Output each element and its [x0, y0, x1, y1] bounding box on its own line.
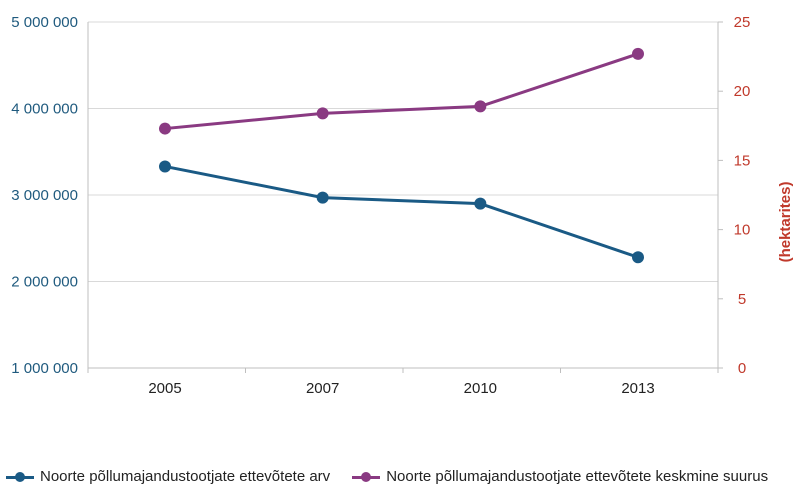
legend-label-series-2: Noorte põllumajandustootjate ettevõtete …	[386, 468, 769, 485]
right-tick-label-5: 25	[734, 14, 751, 31]
series-1-point-1	[316, 191, 329, 204]
series-lines	[164, 52, 639, 259]
x-tick-label-0: 2005	[148, 380, 181, 397]
right-axis-ticks: 0 5 10 15 20 25	[734, 14, 751, 377]
right-tick-label-0: 0	[738, 360, 746, 377]
chart: 1 000 000 2 000 000 3 000 000 4 000 000 5 00…	[11, 14, 794, 397]
legend-swatch-series-1	[6, 470, 34, 484]
legend: Noorte põllumajandustootjate ettevõtete …	[6, 468, 796, 485]
right-tick-label-4: 20	[734, 83, 751, 100]
right-axis-label: (hektarites)	[777, 182, 794, 263]
right-tick-label-1: 5	[738, 291, 746, 308]
x-tick-label-2: 2010	[464, 380, 497, 397]
series-2-point-1	[316, 107, 329, 120]
right-tick-label-2: 10	[734, 222, 751, 239]
series-1-point-0	[159, 160, 171, 173]
series-2-point-2	[474, 100, 487, 113]
x-tick-label-3: 2013	[621, 380, 654, 397]
gridlines	[88, 21, 718, 369]
left-tick-label-2: 3 000 000	[11, 187, 78, 204]
series-2-point-3	[632, 47, 644, 60]
right-tick-label-3: 15	[734, 152, 751, 169]
legend-label-series-1: Noorte põllumajandustootjate ettevõtete …	[40, 468, 331, 485]
series-line-2	[164, 52, 639, 131]
left-tick-label-0: 1 000 000	[11, 360, 78, 377]
legend-item-series-2: Noorte põllumajandustootjate ettevõtete …	[352, 468, 768, 485]
series-1-point-3	[632, 251, 644, 264]
x-tick-label-1: 2007	[306, 380, 339, 397]
series-points	[159, 47, 644, 264]
left-tick-label-1: 2 000 000	[11, 274, 78, 291]
legend-swatch-series-2	[352, 470, 381, 484]
series-2-point-0	[159, 122, 171, 135]
x-axis-ticks: 2005 2007 2010 2013	[148, 380, 654, 397]
axes	[87, 21, 723, 373]
left-tick-label-4: 5 000 000	[11, 14, 78, 31]
series-line-1	[164, 164, 639, 259]
left-tick-label-3: 4 000 000	[11, 101, 78, 118]
series-1-point-2	[474, 197, 487, 210]
left-axis-ticks: 1 000 000 2 000 000 3 000 000 4 000 000 5 00…	[11, 14, 78, 377]
legend-item-series-1: Noorte põllumajandustootjate ettevõtete …	[6, 468, 330, 485]
